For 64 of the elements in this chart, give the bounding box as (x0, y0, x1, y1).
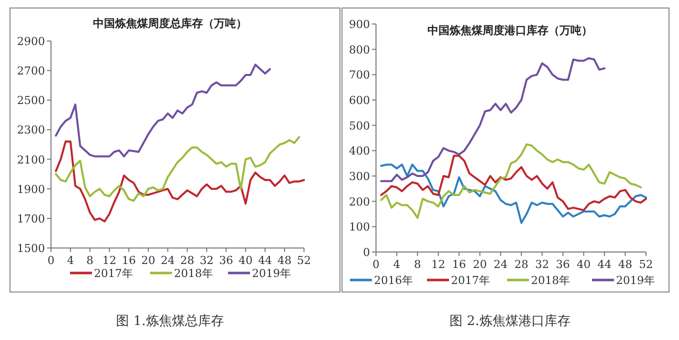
y-tick-label: 400 (349, 144, 370, 158)
caption: 图 1.炼焦煤总库存 (116, 314, 224, 329)
x-tick-label: 20 (141, 254, 156, 267)
line-series (54, 64, 271, 158)
line-series (380, 57, 606, 182)
legend-label: 2018年 (174, 267, 213, 280)
chart-title: 中国炼焦煤周度总库存（万吨） (93, 17, 247, 30)
x-tick-label: 8 (86, 254, 94, 267)
y-tick-label: 2900 (17, 35, 45, 48)
x-tick-label: 40 (576, 258, 591, 271)
legend-label: 2017年 (94, 267, 133, 280)
x-tick-label: 0 (372, 258, 380, 271)
x-tick-label: 4 (393, 258, 400, 271)
y-tick-label: 2500 (17, 94, 45, 108)
x-tick-label: 32 (535, 258, 550, 271)
caption: 图 2.炼焦煤港口库存 (450, 314, 570, 329)
x-tick-label: 16 (452, 258, 466, 271)
y-tick-label: 300 (349, 170, 370, 183)
y-tick-label: 800 (349, 43, 370, 56)
y-tick-label: 500 (349, 119, 370, 132)
line-series (380, 164, 647, 224)
legend-label: 2016年 (374, 274, 413, 287)
x-tick-label: 28 (514, 258, 528, 271)
x-tick-label: 28 (180, 254, 194, 267)
x-tick-label: 44 (597, 258, 612, 271)
y-tick-label: 2100 (17, 153, 45, 166)
y-tick-label: 0 (363, 246, 370, 259)
x-tick-label: 20 (472, 258, 487, 271)
legend-label: 2018年 (531, 274, 570, 287)
legend-label: 2019年 (252, 267, 291, 280)
x-tick-label: 0 (48, 254, 54, 267)
x-tick-label: 16 (122, 254, 136, 267)
x-tick-label: 24 (160, 254, 175, 267)
y-tick-label: 2300 (17, 124, 45, 137)
line-series (380, 154, 647, 212)
x-tick-label: 12 (431, 258, 446, 271)
x-tick-label: 36 (219, 254, 234, 267)
line-series (380, 143, 642, 219)
y-tick-label: 1500 (17, 242, 45, 255)
chart-title: 中国炼焦煤周度港口库存（万吨） (428, 24, 592, 37)
y-tick-label: 2700 (17, 64, 45, 78)
x-tick-label: 52 (297, 254, 311, 267)
y-tick-label: 700 (349, 68, 370, 82)
legend-label: 2019年 (616, 274, 655, 287)
x-tick-label: 40 (238, 254, 253, 267)
x-tick-label: 8 (414, 258, 422, 271)
y-tick-label: 1700 (17, 212, 45, 226)
x-tick-label: 24 (494, 258, 508, 271)
x-tick-label: 44 (258, 254, 272, 267)
y-tick-label: 600 (349, 94, 370, 107)
x-tick-label: 48 (278, 254, 292, 267)
x-tick-label: 36 (556, 258, 570, 271)
x-tick-label: 12 (102, 254, 116, 267)
x-tick-label: 32 (200, 254, 214, 267)
legend-label: 2017年 (451, 274, 490, 287)
x-tick-label: 4 (66, 254, 74, 267)
x-tick-label: 48 (618, 258, 632, 271)
line-series (54, 140, 305, 222)
y-tick-label: 100 (349, 220, 370, 234)
x-tick-label: 52 (639, 258, 653, 271)
y-tick-label: 900 (349, 18, 370, 31)
y-tick-label: 1900 (17, 182, 45, 196)
line-series (54, 136, 300, 202)
y-tick-label: 200 (349, 195, 370, 208)
